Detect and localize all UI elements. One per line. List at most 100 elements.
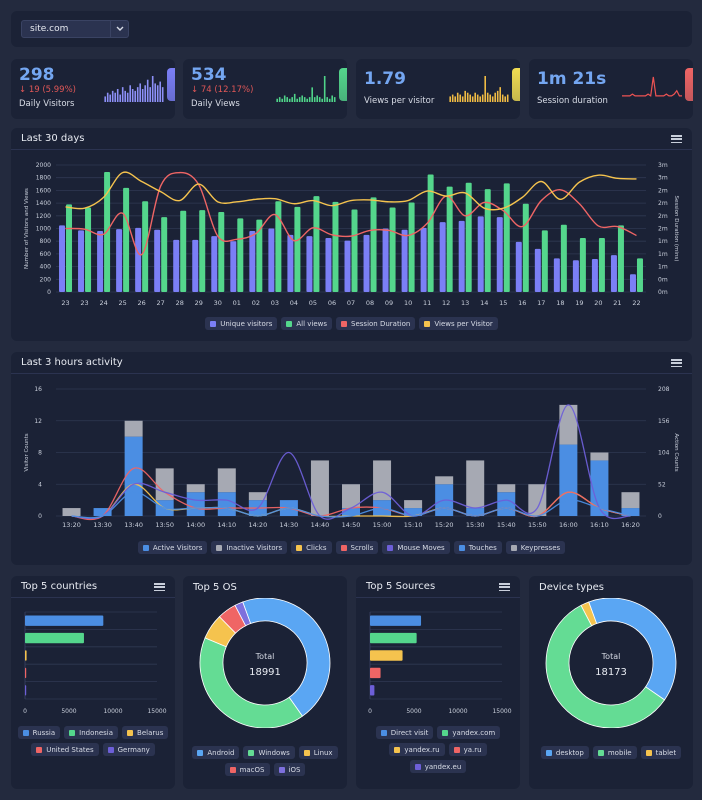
legend-swatch [414, 763, 421, 770]
legend-item[interactable]: Germany [102, 743, 155, 756]
stat-label: Daily Visitors [19, 99, 75, 109]
bar-active-visitors [124, 436, 143, 516]
x-tick-label: 13:40 [124, 521, 143, 529]
legend-item[interactable]: Touches [453, 541, 502, 554]
stat-accent [512, 68, 520, 101]
bar-unique-visitors [515, 241, 522, 292]
legend-item[interactable]: United States [31, 743, 99, 756]
legend-item[interactable]: Android [192, 746, 240, 759]
legend-item[interactable]: yandex.ru [389, 743, 445, 756]
y-tick-label: 1200 [36, 213, 51, 220]
bar-all-views [66, 204, 73, 292]
bar-unique-visitors [173, 239, 180, 292]
menu-icon[interactable] [154, 583, 165, 592]
legend-item[interactable]: Active Visitors [137, 541, 208, 554]
bar-all-views [560, 224, 567, 292]
legend-item[interactable]: tablet [640, 746, 682, 759]
bar-unique-visitors [306, 236, 313, 292]
legend-item[interactable]: Views per Visitor [419, 317, 498, 330]
bar-all-views [313, 196, 320, 292]
legend-item[interactable]: Belarus [122, 726, 169, 739]
stat-label: Daily Views [191, 99, 240, 109]
legend-item[interactable]: desktop [540, 746, 589, 759]
y-tick-label: 0 [47, 289, 51, 296]
sparkline-bar [124, 90, 126, 102]
sparkline-bar [471, 96, 474, 102]
sparkline-bar [151, 76, 154, 102]
bar-inactive-visitors [559, 404, 578, 445]
y-right-tick-label: 1m [658, 251, 668, 258]
legend-swatch [127, 729, 134, 736]
legend-swatch [36, 746, 43, 753]
legend-item[interactable]: Mouse Moves [382, 541, 450, 554]
legend-item[interactable]: mobile [592, 746, 637, 759]
site-select[interactable]: site.com [21, 20, 129, 38]
x-tick-label: 16:20 [621, 521, 640, 529]
bar-all-views [465, 182, 472, 292]
stat-value: 298 [19, 65, 55, 85]
legend-swatch [248, 749, 255, 756]
sparkline-bar [454, 96, 456, 102]
sparkline-bar [326, 97, 328, 102]
legend-item[interactable]: Scrolls [335, 541, 379, 554]
legend-swatch [340, 544, 347, 551]
sparkline-bar [301, 95, 303, 102]
sparkline-bar [333, 97, 336, 102]
sparkline-bar [318, 97, 321, 102]
legend-item[interactable]: Indonesia [64, 726, 119, 739]
sparkline-bar [311, 87, 313, 102]
y-right-tick-label: 0m [658, 276, 668, 283]
x-tick-label: 15:20 [435, 521, 454, 529]
legend-item[interactable]: ya.ru [448, 743, 487, 756]
stat-change: ↓ 74 (12.17%) [191, 85, 254, 95]
chevron-down-icon[interactable] [110, 21, 128, 37]
x-tick-label: 29 [195, 299, 203, 307]
y-right-tick-label: 1m [658, 238, 668, 245]
x-tick-label: 15 [499, 299, 507, 307]
legend-item[interactable]: Session Duration [336, 317, 416, 330]
legend-item[interactable]: Windows [243, 746, 295, 759]
y-right-tick-label: 208 [658, 386, 670, 393]
legend-item[interactable]: iOS [273, 763, 306, 776]
bar-all-views [636, 258, 643, 292]
x-tick-label: 12 [442, 299, 450, 307]
legend-item[interactable]: All views [281, 317, 333, 330]
sparkline-bar [134, 90, 136, 102]
menu-icon[interactable] [671, 135, 682, 144]
bar-unique-visitors [116, 229, 123, 292]
legend-item[interactable]: Inactive Visitors [211, 541, 288, 554]
sparkline [449, 76, 509, 102]
sparkline-bar [494, 92, 496, 102]
legend-swatch [341, 320, 348, 327]
x-tick-label: 13 [461, 299, 469, 307]
legend-item[interactable]: Keypresses [505, 541, 566, 554]
x-tick-label: 15000 [147, 708, 166, 715]
x-tick-label: 21 [613, 299, 621, 307]
bar-all-views [85, 207, 92, 292]
donut-total-label: Total [601, 652, 621, 661]
y-right-tick-label: 0 [658, 513, 662, 520]
legend-label: Touches [468, 543, 497, 552]
x-tick-label: 15:50 [528, 521, 547, 529]
legend-item[interactable]: yandex.eu [409, 760, 467, 773]
bar [25, 650, 27, 661]
sparkline-bar [139, 83, 141, 102]
legend-item[interactable]: Russia [17, 726, 61, 739]
sparkline-bar [451, 94, 454, 102]
bar-inactive-visitors [342, 484, 360, 509]
sparkline-bar [146, 79, 149, 102]
legend-item[interactable]: Unique visitors [205, 317, 278, 330]
legend-item[interactable]: macOS [224, 763, 270, 776]
legend-item[interactable]: Clicks [291, 541, 332, 554]
donut-total-label: Total [255, 652, 275, 661]
card-header: Last 3 hours activity [11, 352, 692, 374]
menu-icon[interactable] [671, 359, 682, 368]
stat-accent [685, 68, 693, 101]
x-tick-label: 16:10 [590, 521, 609, 529]
sparkline-bar [474, 92, 476, 102]
chart-legend: desktop mobile tablet [537, 746, 685, 759]
menu-icon[interactable] [499, 583, 510, 592]
legend-item[interactable]: yandex.com [437, 726, 501, 739]
legend-item[interactable]: Direct visit [375, 726, 434, 739]
legend-item[interactable]: Linux [298, 746, 338, 759]
